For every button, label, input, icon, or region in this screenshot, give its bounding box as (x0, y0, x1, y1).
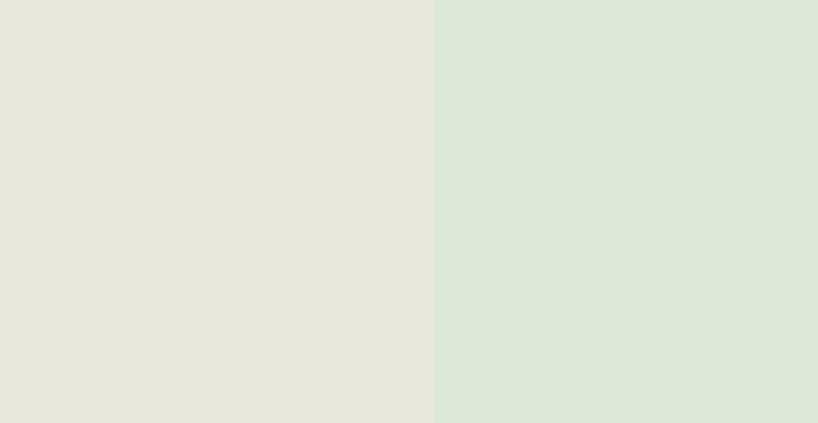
Text: results are summarized in the two-way table below. Suppose we randomly select on: results are summarized in the two-way ta… (22, 27, 665, 40)
Text: A group of 125 truck owners were asked what brand of truck they owned and whethe: A group of 125 truck owners were asked w… (22, 12, 792, 25)
Bar (280, 170, 348, 200)
Text: No: No (304, 90, 324, 102)
Text: These two events are not mutually exclusive, but
they are independent.: These two events are not mutually exclus… (458, 280, 763, 311)
Text: These two events are neither mutually exclusive nor
independent.: These two events are neither mutually ex… (458, 145, 784, 176)
Bar (280, 140, 348, 170)
Text: These two events are mutually exclusive, but not
independent.: These two events are mutually exclusive,… (458, 185, 763, 216)
Bar (212, 50, 348, 82)
Bar (22, 50, 348, 200)
Circle shape (438, 335, 452, 349)
Bar (140, 140, 212, 170)
Bar (212, 110, 280, 140)
Bar (280, 110, 348, 140)
Text: 32: 32 (238, 148, 254, 162)
Circle shape (438, 185, 452, 199)
Text: 28: 28 (238, 118, 254, 132)
Text: Ford: Ford (160, 118, 192, 132)
Text: Which one of the following is true about the events
“Owner has a Chevy” and “Own: Which one of the following is true about… (438, 55, 762, 104)
Bar (212, 82, 280, 110)
Bar (140, 170, 212, 200)
Text: Brand of truck: Brand of truck (29, 148, 133, 162)
Bar (280, 82, 348, 110)
Text: Four-wheel drive?: Four-wheel drive? (218, 60, 343, 72)
Bar (140, 110, 212, 140)
Text: Yes: Yes (235, 90, 258, 102)
Bar (212, 140, 280, 170)
Text: These two events are mutually exclusive and
independent.: These two events are mutually exclusive … (458, 335, 737, 366)
Bar (22, 110, 140, 200)
Text: 18: 18 (306, 148, 322, 162)
Circle shape (438, 222, 452, 236)
Text: Dodge: Dodge (154, 179, 198, 192)
Circle shape (438, 280, 452, 294)
Circle shape (443, 284, 447, 290)
Text: 10: 10 (306, 179, 322, 192)
Text: 17: 17 (306, 118, 322, 132)
Text: Chevy: Chevy (155, 148, 197, 162)
Text: These two events are mutually exclusive, but we do
not have enough information t: These two events are mutually exclusive,… (458, 222, 791, 271)
Bar (212, 170, 280, 200)
Circle shape (438, 145, 452, 159)
Text: 20: 20 (238, 179, 254, 192)
Text: © BFW Publishers: © BFW Publishers (3, 168, 12, 253)
